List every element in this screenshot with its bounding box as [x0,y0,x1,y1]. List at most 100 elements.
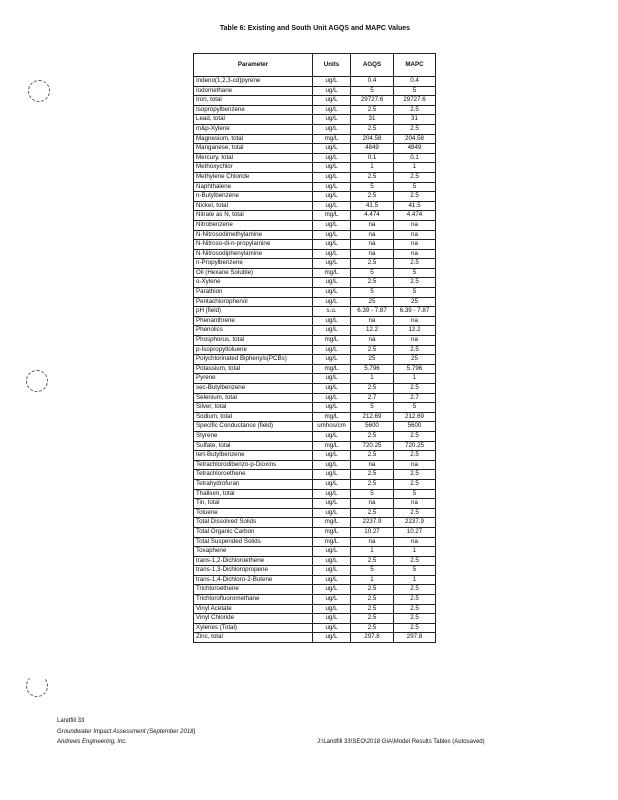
mapc-cell: 720.25 [393,440,436,452]
units-cell: ug/L [312,200,351,212]
mapc-cell: na [393,248,436,260]
units-cell: ug/L [312,383,351,394]
agqs-cell: 2.5 [350,450,394,461]
units-cell: ug/L [312,95,351,106]
header-agqs: AGQS [350,53,394,77]
units-cell: ug/L [312,488,351,500]
table-row: Sulfate, total mg/L 720.25 720.25 [193,440,436,452]
agqs-cell: 1 [350,162,394,173]
units-cell: ug/L [312,258,351,269]
table-row: Indeno(1,2,3-cd)pyrene ug/L 0.4 0.4 [193,76,436,87]
units-cell: ug/L [312,248,351,260]
units-cell: ug/L [312,152,351,164]
units-cell: ug/L [312,219,351,231]
units-cell: ug/L [312,622,351,634]
agqs-cell: 2.5 [350,478,394,490]
table-row: Toluene ug/L 2.5 2.5 [193,507,436,519]
parameter-cell: Methylene Chloride [193,171,313,183]
agqs-cell: na [350,498,394,509]
parameter-cell: tert-Butylbenzene [193,450,313,461]
mapc-cell: 2.5 [393,478,436,490]
table-row: Zinc, total ug/L 297.8 297.8 [193,632,436,644]
table-row: Lead, total ug/L 31 31 [193,114,436,125]
units-cell: ug/L [312,565,351,576]
mapc-cell: 0.1 [393,152,436,164]
units-cell: ug/L [312,546,351,557]
table-row: Oil (Hexane Soluble) mg/L 5 5 [193,267,436,279]
table-row: Isopropylbenzene ug/L 2.5 2.5 [193,104,436,116]
units-cell: ug/L [312,613,351,624]
mapc-cell: 2.5 [393,555,436,567]
parameter-cell: Iron, total [193,95,313,106]
parameter-cell: Toxaphene [193,546,313,557]
table-row: Silver, total ug/L 5 5 [193,402,436,413]
parameter-cell: trans-1,4-Dichloro-2-Butene [193,574,313,586]
parameter-cell: Vinyl Acetate [193,603,313,615]
parameter-cell: Methoxychlor [193,162,313,173]
mapc-cell: 2.5 [393,613,436,624]
table-row: Selenium, total ug/L 2.7 2.7 [193,392,436,404]
parameter-cell: Total Suspended Solids [193,536,313,548]
units-cell: ug/L [312,498,351,509]
mapc-cell: 1 [393,373,436,384]
mapc-cell: 5.796 [393,363,436,375]
agqs-cell: 0.4 [350,76,394,87]
agqs-cell: 2.5 [350,507,394,519]
table-row: Iodomethane ug/L 5 5 [193,85,436,97]
mapc-cell: 204.58 [393,133,436,145]
parameter-cell: Vinyl Chloride [193,613,313,624]
table-row: Styrene ug/L 2.5 2.5 [193,430,436,442]
units-cell: ug/L [312,171,351,183]
parameter-cell: Xylenes (Total) [193,622,313,634]
parameter-cell: Mercury, total [193,152,313,164]
footer-report: Groundwater Impact Assessment (September… [57,728,196,735]
table-row: Naphthalene ug/L 5 5 [193,181,436,193]
parameter-cell: Tetrachlorodibenzo-p-Dioxins [193,459,313,471]
agqs-cell: 29727.6 [350,95,394,106]
parameter-cell: m&p-Xylene [193,123,313,135]
parameter-cell: pH (field) [193,306,313,317]
parameter-cell: p-Isopropyltoluene [193,344,313,356]
units-cell: ug/L [312,296,351,308]
units-cell: mg/L [312,335,351,346]
table-row: N-Nitroso-di-n-propylamine ug/L na na [193,239,436,250]
footer-left: Landfill 33 Groundwater Impact Assessmen… [57,716,196,748]
mapc-cell: 297.8 [393,632,436,644]
mapc-cell: 2.5 [393,344,436,356]
parameter-cell: n-Propylbenzene [193,258,313,269]
mapc-cell: 0.4 [393,76,436,87]
mapc-cell: na [393,229,436,241]
table-row: Xylenes (Total) ug/L 2.5 2.5 [193,622,436,634]
agqs-cell: 5600 [350,421,394,432]
mapc-cell: 5 [393,181,436,193]
units-cell: ug/L [312,354,351,365]
agqs-cell: 2.5 [350,555,394,567]
units-cell: ug/L [312,114,351,125]
mapc-cell: 2.5 [393,584,436,596]
parameter-cell: trans-1,3-Dichloropropene [193,565,313,576]
agqs-cell: na [350,315,394,327]
footer-company: Andrews Engineering, Inc. [57,739,128,745]
agqs-cell: 2.5 [350,277,394,289]
units-cell: ug/L [312,239,351,250]
parameter-cell: Iodomethane [193,85,313,97]
agqs-cell: 25 [350,354,394,365]
agqs-cell: 2237.9 [350,517,394,528]
parameter-cell: Total Organic Carbon [193,526,313,538]
table-row: N-Nitrosodiphenylamine ug/L na na [193,248,436,260]
units-cell: ug/L [312,344,351,356]
units-cell: mg/L [312,411,351,423]
parameter-cell: n-Butylbenzene [193,191,313,202]
parameter-cell: Tetrachloroethene [193,469,313,480]
parameter-cell: Lead, total [193,114,313,125]
units-cell: ug/L [312,450,351,461]
agqs-cell: 2.5 [350,171,394,183]
agqs-cell: 5 [350,287,394,298]
mapc-cell: 25 [393,354,436,365]
mapc-cell: 2.5 [393,171,436,183]
agqs-cell: 25 [350,296,394,308]
mapc-cell: 5 [393,267,436,279]
parameter-cell: Polychlorinated Biphenyls(PCBs) [193,354,313,365]
punch-hole-mark [26,370,48,392]
agqs-cell: na [350,229,394,241]
